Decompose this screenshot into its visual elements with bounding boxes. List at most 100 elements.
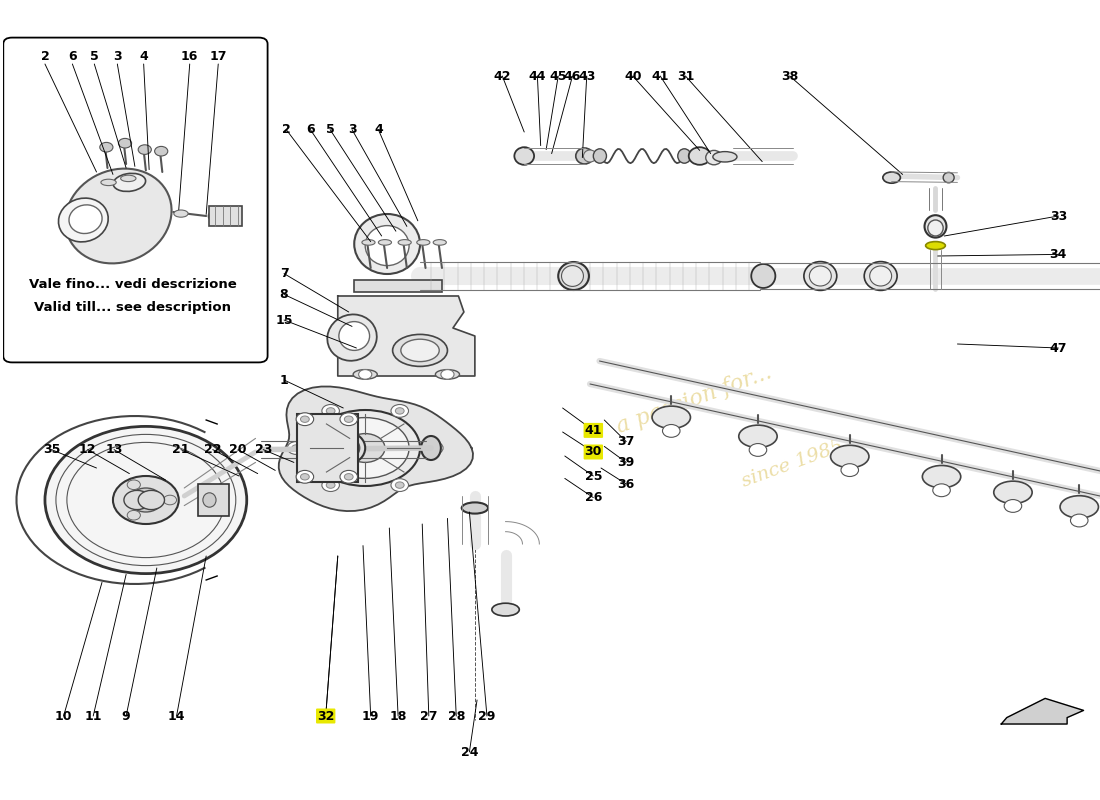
Text: 40: 40 — [624, 70, 641, 82]
Text: 41: 41 — [651, 70, 669, 82]
Bar — [209, 206, 242, 226]
Circle shape — [45, 426, 246, 574]
Circle shape — [395, 408, 404, 414]
Circle shape — [322, 405, 340, 418]
Circle shape — [155, 146, 168, 156]
Text: 39: 39 — [617, 456, 635, 469]
Circle shape — [345, 434, 385, 462]
Ellipse shape — [65, 169, 172, 263]
Text: 47: 47 — [1049, 342, 1067, 354]
Text: 9: 9 — [122, 710, 131, 722]
Ellipse shape — [515, 147, 535, 165]
Text: 3: 3 — [348, 123, 356, 136]
Ellipse shape — [583, 150, 596, 162]
Ellipse shape — [354, 214, 420, 274]
Ellipse shape — [943, 172, 954, 183]
Ellipse shape — [174, 210, 188, 218]
Text: 29: 29 — [478, 710, 496, 722]
Bar — [198, 484, 229, 516]
Ellipse shape — [561, 266, 583, 286]
Text: Valid till... see description: Valid till... see description — [34, 302, 231, 314]
Ellipse shape — [593, 149, 606, 163]
Circle shape — [287, 442, 305, 454]
Circle shape — [292, 445, 300, 451]
Text: 2: 2 — [41, 50, 50, 62]
Circle shape — [100, 142, 113, 152]
Text: 7: 7 — [279, 267, 288, 280]
Circle shape — [300, 474, 309, 480]
Circle shape — [430, 445, 439, 451]
Circle shape — [139, 145, 152, 154]
Ellipse shape — [58, 198, 108, 242]
Bar — [297, 414, 358, 482]
Text: since 1985: since 1985 — [739, 438, 846, 490]
Text: 30: 30 — [584, 446, 602, 458]
Text: 32: 32 — [317, 710, 334, 722]
Ellipse shape — [338, 438, 360, 458]
Ellipse shape — [739, 425, 778, 447]
Text: 33: 33 — [1049, 210, 1067, 222]
Text: 42: 42 — [494, 70, 512, 82]
Ellipse shape — [558, 262, 589, 290]
Ellipse shape — [332, 433, 365, 463]
Circle shape — [113, 476, 179, 524]
Ellipse shape — [398, 239, 411, 245]
Text: 17: 17 — [209, 50, 227, 62]
Ellipse shape — [436, 370, 460, 379]
Text: 46: 46 — [564, 70, 581, 82]
Text: 4: 4 — [374, 123, 383, 136]
Ellipse shape — [462, 502, 488, 514]
Text: 5: 5 — [326, 123, 334, 136]
Polygon shape — [338, 296, 475, 376]
Text: 1: 1 — [279, 374, 288, 386]
Text: 15: 15 — [275, 314, 293, 326]
Ellipse shape — [993, 481, 1032, 503]
Circle shape — [1070, 514, 1088, 527]
Ellipse shape — [713, 151, 737, 162]
Ellipse shape — [417, 239, 430, 245]
Text: 21: 21 — [173, 443, 189, 456]
Ellipse shape — [362, 239, 375, 245]
Text: 13: 13 — [106, 443, 123, 456]
Text: 20: 20 — [229, 443, 246, 456]
Circle shape — [327, 408, 336, 414]
Text: 24: 24 — [461, 746, 478, 758]
Polygon shape — [278, 386, 473, 511]
Bar — [354, 280, 442, 292]
Ellipse shape — [678, 149, 691, 163]
Ellipse shape — [328, 314, 377, 361]
Circle shape — [390, 478, 408, 491]
Ellipse shape — [378, 239, 392, 245]
Ellipse shape — [923, 466, 960, 488]
Text: 11: 11 — [85, 710, 102, 722]
Text: 4: 4 — [140, 50, 148, 62]
Ellipse shape — [810, 266, 832, 286]
Circle shape — [300, 416, 309, 422]
Text: 10: 10 — [55, 710, 73, 722]
Circle shape — [842, 464, 858, 477]
Text: 2: 2 — [282, 123, 290, 136]
Ellipse shape — [925, 242, 945, 250]
Ellipse shape — [69, 205, 102, 234]
Ellipse shape — [202, 493, 216, 507]
Circle shape — [749, 443, 767, 456]
Text: 28: 28 — [448, 710, 465, 722]
Text: 6: 6 — [68, 50, 77, 62]
Text: 45: 45 — [550, 70, 566, 82]
Text: 44: 44 — [529, 70, 546, 82]
Circle shape — [139, 490, 165, 510]
Ellipse shape — [883, 172, 901, 183]
Circle shape — [119, 138, 132, 148]
Ellipse shape — [310, 410, 420, 486]
Circle shape — [130, 488, 163, 512]
FancyBboxPatch shape — [3, 38, 267, 362]
Circle shape — [359, 370, 372, 379]
Circle shape — [441, 370, 454, 379]
Text: 31: 31 — [676, 70, 694, 82]
Text: 38: 38 — [781, 70, 799, 82]
Circle shape — [296, 413, 314, 426]
Ellipse shape — [865, 262, 898, 290]
Text: 19: 19 — [362, 710, 380, 722]
Text: 8: 8 — [279, 288, 288, 301]
Text: 14: 14 — [168, 710, 185, 722]
